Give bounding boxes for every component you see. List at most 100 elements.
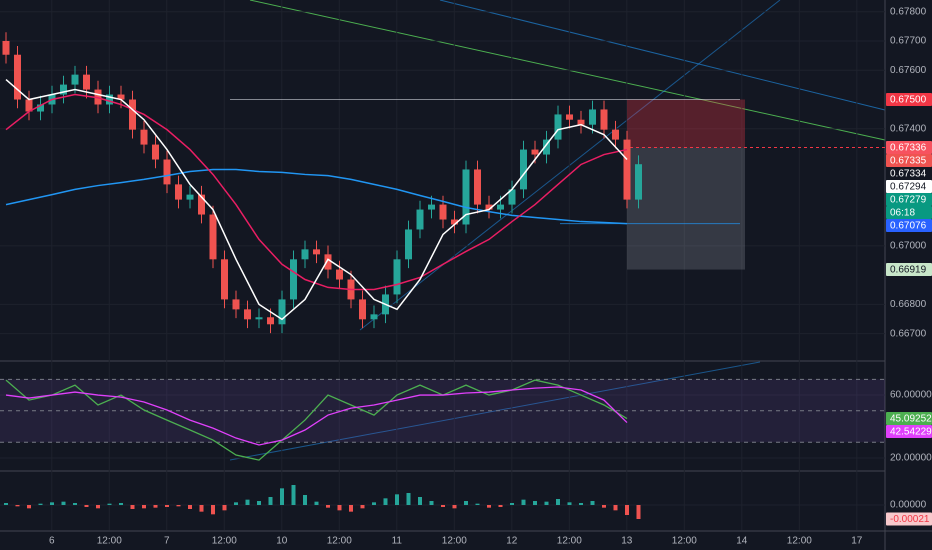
candle-body (25, 99, 33, 112)
candle-body (612, 129, 619, 140)
histogram-bar (533, 501, 537, 505)
histogram-bar (268, 497, 273, 505)
x-tick-label: 10 (276, 536, 288, 547)
moving-average (5, 93, 628, 291)
histogram-bar (153, 505, 158, 508)
candle-body (324, 254, 332, 270)
moving-average (5, 168, 628, 225)
candle-body (508, 189, 516, 205)
candle-body (117, 94, 125, 100)
candle-body (531, 149, 539, 155)
histogram-bar (590, 501, 595, 505)
candle-body (359, 299, 366, 320)
histogram-bar (567, 502, 572, 505)
candle-body (405, 229, 412, 260)
x-tick-label: 13 (621, 536, 633, 547)
candle-body (543, 139, 550, 155)
candle-body (71, 74, 79, 85)
price-tag-label: 0.67335 (890, 156, 927, 167)
histogram-bar (4, 503, 8, 505)
candle-body (106, 94, 113, 105)
candle-body (221, 259, 228, 300)
candle-body (577, 119, 585, 125)
price-tag (886, 219, 932, 233)
y-tick-label: 0.00000 (890, 500, 927, 511)
histogram-bar (291, 485, 296, 505)
y-tick-label: 0.67700 (890, 36, 927, 47)
x-tick-label: 12:00 (327, 536, 352, 547)
price-tag (886, 412, 932, 426)
y-tick-label: 0.67000 (890, 240, 927, 251)
histogram-bar (314, 501, 319, 505)
histogram-bar (613, 505, 618, 511)
histogram-bar (452, 505, 457, 509)
histogram-bar (544, 501, 549, 505)
moving-average (5, 79, 628, 321)
y-tick-label: 0.66700 (890, 328, 927, 339)
histogram-bar (510, 503, 514, 505)
price-tag (886, 167, 932, 181)
price-tag-label: 0.67076 (890, 221, 927, 232)
candle-body (2, 40, 10, 55)
candle-body (152, 144, 159, 160)
histogram-bar (441, 505, 445, 507)
y-tick-label: 20.00000 (890, 453, 932, 464)
price-tag (886, 263, 932, 277)
candle-body (140, 129, 148, 145)
histogram-bar (372, 502, 376, 505)
candle-body (232, 299, 240, 310)
trend-line (359, 0, 781, 331)
candle-body (428, 204, 435, 210)
price-tag-label: -0.00021 (890, 514, 930, 525)
x-tick-label: 7 (164, 536, 170, 547)
x-tick-label: 12:00 (672, 536, 697, 547)
target-zone (627, 147, 745, 270)
candle-body (474, 169, 481, 205)
histogram-bar (326, 505, 330, 508)
candle-body (209, 214, 217, 260)
candle-body (290, 259, 297, 300)
candle-body (60, 84, 67, 95)
histogram-bar (38, 503, 43, 505)
histogram-bar (429, 501, 434, 505)
histogram-bar (360, 505, 365, 509)
histogram-bar (142, 505, 146, 509)
histogram-bar (636, 505, 641, 519)
histogram-bar (107, 503, 112, 505)
x-tick-label: 14 (736, 536, 748, 547)
trend-line (439, 0, 886, 111)
candle-body (451, 219, 458, 225)
histogram-bar (165, 505, 169, 507)
histogram-bar (84, 505, 89, 507)
histogram-bar (556, 499, 560, 505)
x-tick-label: 11 (392, 536, 403, 547)
price-tag (886, 425, 932, 439)
candle-body (175, 184, 182, 200)
stop-zone (627, 99, 745, 148)
histogram-bar (211, 505, 215, 515)
candle-body (566, 114, 573, 120)
histogram-bar (61, 501, 66, 505)
histogram-bar (395, 494, 399, 505)
candle-body (278, 299, 286, 325)
candle-body (186, 194, 194, 200)
candle-body (129, 99, 136, 130)
histogram-bar (73, 503, 77, 505)
y-tick-label: 0.67800 (890, 6, 927, 17)
histogram-bar (464, 501, 468, 505)
candle-body (623, 139, 631, 200)
y-tick-label: 0.67600 (890, 65, 927, 76)
x-tick-label: 12 (506, 536, 518, 547)
indicator-line (5, 386, 628, 446)
price-tag (886, 180, 932, 194)
candle-body (83, 74, 90, 90)
price-tag (886, 512, 932, 526)
price-tag-label: 0.67334 (890, 169, 927, 180)
histogram-bar (15, 505, 20, 507)
histogram-bar (349, 505, 353, 512)
price-tag-label: 0.67294 (890, 182, 927, 193)
candle-body (589, 109, 596, 125)
